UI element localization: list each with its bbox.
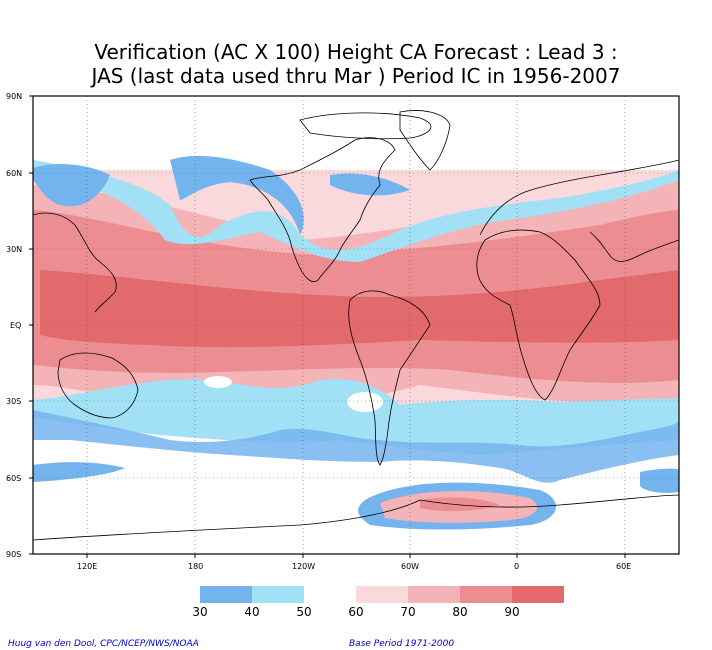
lat-label-60n: 60N	[6, 169, 23, 178]
ac-patch-west-pacific	[33, 164, 110, 207]
greenland-coast	[399, 110, 451, 171]
legend-swatch-60-70	[356, 586, 408, 603]
ac-band-40-50-north	[33, 160, 679, 262]
ac-hole-south-atlantic	[347, 392, 383, 412]
legend-label-30: 30	[192, 605, 208, 619]
ac-patch-antarctic-red	[420, 497, 500, 512]
coastlines	[33, 110, 679, 541]
lat-label-30n: 30N	[6, 245, 23, 254]
ac-band-40-50-south	[33, 378, 679, 455]
lon-label-60w: 60W	[401, 562, 420, 571]
legend-label-80: 80	[452, 605, 468, 619]
legend-swatch-30-40	[200, 586, 252, 603]
ac-patch-north-atlantic	[330, 173, 410, 196]
lat-label-30s: 30S	[6, 397, 22, 406]
legend-label-50: 50	[296, 605, 312, 619]
legend-swatch-90-plus	[512, 586, 564, 603]
ac-hole-south-pacific	[204, 376, 232, 388]
legend-label-90: 90	[504, 605, 520, 619]
legend-label-60: 60	[348, 605, 364, 619]
legend-swatch-50-60	[304, 586, 356, 603]
lon-label-0: 0	[514, 562, 520, 571]
ac-band-30-40-south	[33, 410, 679, 483]
base-period-footer: Base Period 1971-2000	[349, 639, 455, 649]
lat-label-90n: 90N	[6, 92, 23, 101]
ac-band-90-plus	[40, 270, 679, 348]
south-america-coast	[348, 290, 431, 466]
lon-label-120e: 120E	[77, 562, 98, 571]
lat-label-eq: EQ	[10, 321, 22, 330]
north-america-coast	[249, 137, 396, 283]
map-title-line-2: JAS (last data used thru Mar ) Period IC…	[91, 64, 621, 88]
lon-label-120w: 120W	[292, 562, 316, 571]
ac-patch-south-indian	[640, 468, 679, 493]
legend-label-40: 40	[244, 605, 260, 619]
lat-label-90s: 90S	[6, 550, 22, 559]
legend-swatch-80-90	[460, 586, 512, 603]
map-title-line-1: Verification (AC X 100) Height CA Foreca…	[94, 40, 618, 64]
axis-ticks	[29, 95, 626, 558]
lat-label-60s: 60S	[6, 474, 22, 483]
arctic-islands-coast	[299, 112, 432, 140]
credit-footer: Huug van den Dool, CPC/NCEP/NWS/NOAA	[8, 639, 199, 649]
legend-label-70: 70	[400, 605, 416, 619]
antarctica-coast	[33, 494, 679, 541]
ac-patch-north-pacific	[170, 155, 304, 235]
ac-patch-south-pacific	[33, 462, 125, 482]
australia-coast	[57, 352, 139, 419]
lon-label-180: 180	[188, 562, 204, 571]
east-asia-coast	[33, 212, 117, 313]
correlation-field	[33, 155, 679, 530]
africa-coast	[476, 229, 601, 401]
legend-swatch-40-50	[252, 586, 304, 603]
legend-swatch-70-80	[408, 586, 460, 603]
graticule	[33, 96, 679, 554]
lon-label-60e: 60E	[616, 562, 632, 571]
